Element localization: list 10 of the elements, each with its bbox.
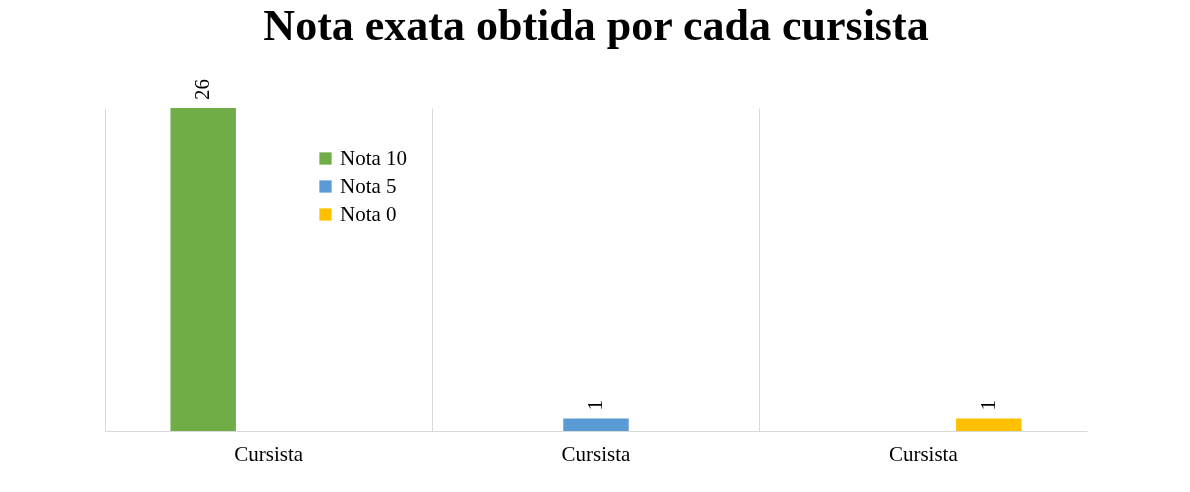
data-label: 26	[190, 79, 215, 100]
legend-label: Nota 0	[340, 201, 397, 226]
data-label: 1	[583, 400, 607, 411]
x-tick-label: Cursista	[234, 441, 304, 466]
x-tick-label: Cursista	[888, 441, 959, 466]
x-tick-label: Cursista	[561, 441, 632, 466]
legend-label: Nota 5	[340, 173, 397, 198]
chart-title: Nota exata obtida por cada cursista	[263, 1, 929, 50]
data-label: 1	[975, 400, 1000, 411]
legend-label: Nota 10	[340, 145, 408, 170]
